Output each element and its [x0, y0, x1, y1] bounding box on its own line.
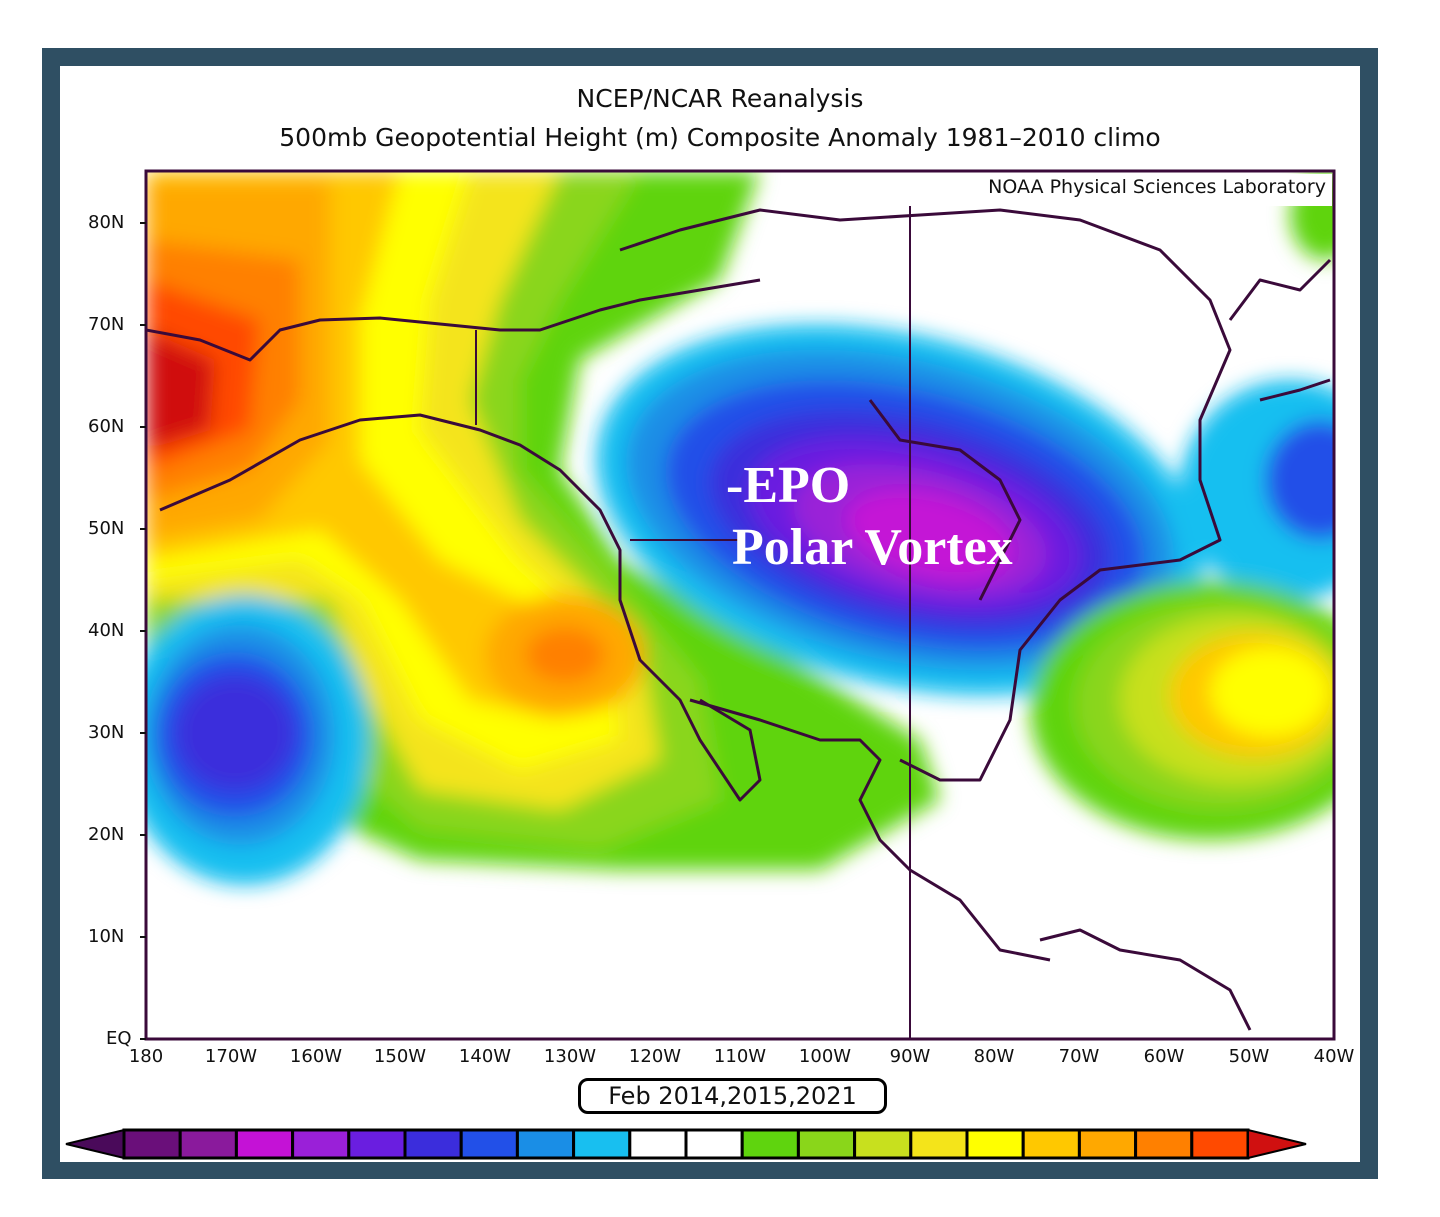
colorbar-swatch [1190, 1128, 1250, 1160]
lon-label: 100W [798, 1046, 852, 1067]
colorbar-swatch [234, 1128, 295, 1160]
lon-label: 140W [458, 1046, 512, 1067]
colorbar-swatch [740, 1128, 800, 1160]
lon-label: 110W [713, 1046, 767, 1067]
annotation-epo: -EPO [726, 457, 851, 514]
lat-label: 80N [88, 212, 125, 233]
lon-label: 150W [373, 1046, 427, 1067]
lat-label: 10N [88, 926, 125, 947]
lat-label: 70N [88, 314, 125, 335]
colorbar-swatch [1021, 1128, 1081, 1160]
map-title: NCEP/NCAR Reanalysis [576, 84, 864, 113]
lon-label: 130W [543, 1046, 597, 1067]
colorbar-swatch [347, 1128, 407, 1160]
lat-label: 20N [88, 824, 125, 845]
colorbar-swatch [291, 1128, 351, 1160]
colorbar-swatch [1077, 1128, 1138, 1160]
colorbar-swatch [178, 1128, 238, 1160]
lon-label: 90W [889, 1046, 931, 1067]
lat-label: 50N [88, 518, 125, 539]
colorbar-swatch [684, 1128, 744, 1160]
lon-label: 170W [204, 1046, 258, 1067]
colorbar-swatch [572, 1128, 632, 1160]
colorbar-swatch [965, 1128, 1025, 1160]
period-label: Feb 2014,2015,2021 [578, 1078, 887, 1114]
lon-label: 80W [973, 1046, 1015, 1067]
map-subtitle: 500mb Geopotential Height (m) Composite … [279, 123, 1161, 152]
colorbar-swatch [403, 1128, 463, 1160]
colorbar-swatch [909, 1128, 969, 1160]
lon-label: 50W [1228, 1046, 1270, 1067]
lon-label: 160W [289, 1046, 343, 1067]
lon-label: 60W [1143, 1046, 1185, 1067]
lat-label: 40N [88, 620, 125, 641]
colorbar-high-arrow [1247, 1128, 1307, 1160]
lat-label: EQ [106, 1028, 132, 1049]
lon-label: 120W [628, 1046, 682, 1067]
lat-label: 60N [88, 416, 125, 437]
colorbar-swatch [796, 1128, 857, 1160]
colorbar-swatch [1134, 1128, 1194, 1160]
colorbar-swatch [122, 1128, 182, 1160]
lon-label: 70W [1058, 1046, 1100, 1067]
colorbar [65, 1128, 1307, 1160]
colorbar-swatch [515, 1128, 576, 1160]
colorbar-swatch [459, 1128, 519, 1160]
lon-label: 40W [1313, 1046, 1355, 1067]
colorbar-swatch [853, 1128, 913, 1160]
annotation-polar-vortex: Polar Vortex [732, 519, 1013, 576]
lat-label: 30N [88, 722, 125, 743]
credit-label: NOAA Physical Sciences Laboratory [866, 174, 1332, 206]
colorbar-swatch [628, 1128, 688, 1160]
colorbar-low-arrow [65, 1128, 125, 1160]
lon-label: 180 [128, 1046, 164, 1067]
